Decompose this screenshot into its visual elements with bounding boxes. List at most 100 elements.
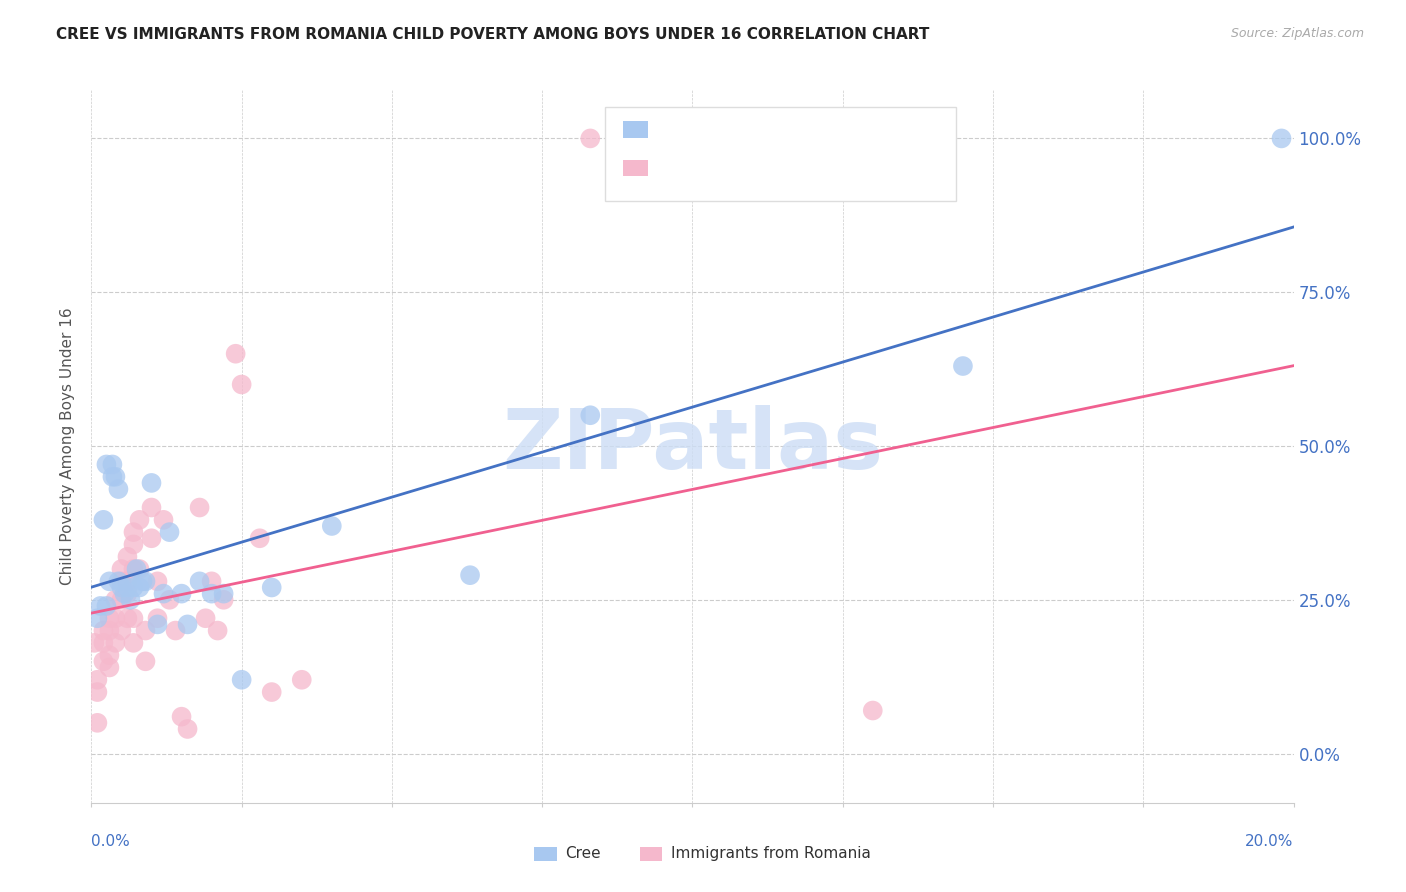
Point xyxy=(188,574,211,589)
Point xyxy=(98,660,121,674)
Point xyxy=(1270,131,1292,145)
Point xyxy=(188,500,211,515)
Point xyxy=(159,525,181,540)
Text: ZIPatlas: ZIPatlas xyxy=(502,406,883,486)
Point xyxy=(125,562,148,576)
Point xyxy=(114,587,136,601)
Point xyxy=(110,581,132,595)
Point xyxy=(117,587,139,601)
Point xyxy=(128,562,150,576)
Point xyxy=(117,549,139,564)
Point xyxy=(146,611,169,625)
Point xyxy=(134,624,156,638)
Text: 0.577: 0.577 xyxy=(707,119,769,138)
Point xyxy=(212,587,235,601)
Text: Immigrants from Romania: Immigrants from Romania xyxy=(671,847,870,861)
Point xyxy=(110,562,132,576)
Point xyxy=(117,574,139,589)
Point xyxy=(231,673,253,687)
Point xyxy=(110,574,132,589)
Point xyxy=(176,617,198,632)
Point xyxy=(152,513,174,527)
Point xyxy=(952,359,974,373)
Point xyxy=(141,475,163,490)
Point xyxy=(260,685,283,699)
Point xyxy=(141,531,163,545)
Text: 52: 52 xyxy=(834,157,860,177)
Point xyxy=(260,581,283,595)
Point xyxy=(96,458,118,472)
Point xyxy=(98,624,121,638)
Point xyxy=(83,636,105,650)
Point xyxy=(98,574,121,589)
Point xyxy=(458,568,481,582)
Point xyxy=(98,611,121,625)
Text: 0.0%: 0.0% xyxy=(91,834,131,849)
Point xyxy=(98,648,121,662)
Text: Cree: Cree xyxy=(565,847,600,861)
Point xyxy=(110,624,132,638)
Point xyxy=(104,636,127,650)
Point xyxy=(249,531,271,545)
Point xyxy=(134,654,156,668)
Point xyxy=(579,131,602,145)
Point xyxy=(225,347,247,361)
Point xyxy=(170,587,193,601)
Point xyxy=(146,574,169,589)
Point xyxy=(120,592,142,607)
Point xyxy=(101,469,124,483)
Point xyxy=(101,458,124,472)
Point xyxy=(86,673,108,687)
Point xyxy=(122,611,145,625)
Point xyxy=(117,611,139,625)
Point xyxy=(201,587,224,601)
Point xyxy=(207,624,229,638)
Point xyxy=(146,617,169,632)
Point xyxy=(212,592,235,607)
Point xyxy=(104,611,127,625)
Y-axis label: Child Poverty Among Boys Under 16: Child Poverty Among Boys Under 16 xyxy=(60,307,76,585)
Point xyxy=(122,581,145,595)
Point xyxy=(86,685,108,699)
Text: R =: R = xyxy=(657,120,696,137)
Text: R =: R = xyxy=(657,158,696,176)
Point xyxy=(110,592,132,607)
Point xyxy=(131,574,153,589)
Point xyxy=(107,482,129,496)
Point xyxy=(170,709,193,723)
Point xyxy=(122,562,145,576)
Point xyxy=(96,599,118,613)
Text: Source: ZipAtlas.com: Source: ZipAtlas.com xyxy=(1230,27,1364,40)
Point xyxy=(86,715,108,730)
Text: 20.0%: 20.0% xyxy=(1246,834,1294,849)
Point xyxy=(134,574,156,589)
Point xyxy=(165,624,187,638)
Point xyxy=(117,581,139,595)
Point xyxy=(862,704,884,718)
Point xyxy=(122,636,145,650)
Point xyxy=(231,377,253,392)
Point xyxy=(93,636,115,650)
Text: N =: N = xyxy=(787,158,827,176)
Point xyxy=(201,574,224,589)
Point xyxy=(194,611,217,625)
Point xyxy=(107,574,129,589)
Point xyxy=(104,592,127,607)
Point xyxy=(93,513,115,527)
Point xyxy=(579,409,602,423)
Text: 36: 36 xyxy=(834,119,860,138)
Point xyxy=(291,673,314,687)
Point xyxy=(152,587,174,601)
Point xyxy=(159,592,181,607)
Point xyxy=(122,537,145,551)
Point xyxy=(93,654,115,668)
Point xyxy=(141,500,163,515)
Point xyxy=(104,469,127,483)
Point xyxy=(93,624,115,638)
Text: N =: N = xyxy=(787,120,827,137)
Text: 0.717: 0.717 xyxy=(707,157,769,177)
Point xyxy=(176,722,198,736)
Point xyxy=(89,599,111,613)
Point xyxy=(86,611,108,625)
Point xyxy=(128,581,150,595)
